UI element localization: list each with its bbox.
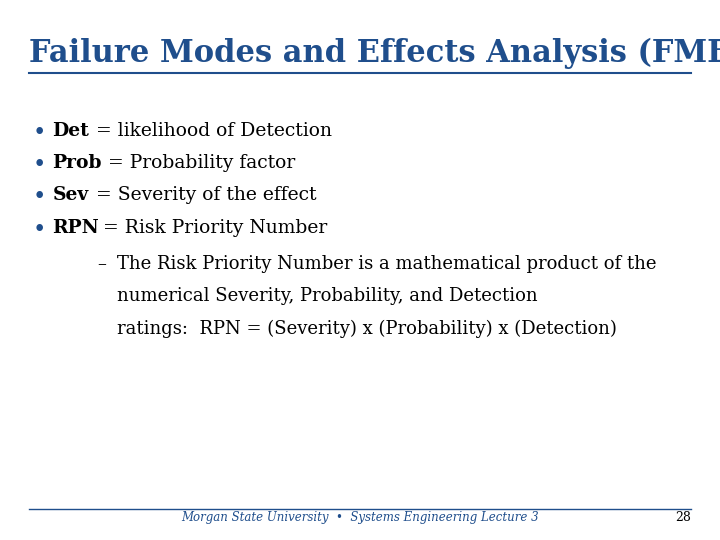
Text: •: • xyxy=(32,122,46,144)
Text: Failure Modes and Effects Analysis (FMEA): Failure Modes and Effects Analysis (FMEA… xyxy=(29,38,720,69)
Text: 28: 28 xyxy=(675,511,691,524)
Text: ratings:  RPN = (Severity) x (Probability) x (Detection): ratings: RPN = (Severity) x (Probability… xyxy=(117,320,616,338)
Text: = Probability factor: = Probability factor xyxy=(102,154,294,172)
Text: •: • xyxy=(32,186,46,208)
Text: Morgan State University  •  Systems Engineering Lecture 3: Morgan State University • Systems Engine… xyxy=(181,511,539,524)
Text: = likelihood of Detection: = likelihood of Detection xyxy=(90,122,332,139)
Text: –: – xyxy=(97,255,106,273)
Text: RPN: RPN xyxy=(53,219,99,237)
Text: numerical Severity, Probability, and Detection: numerical Severity, Probability, and Det… xyxy=(117,287,537,305)
Text: = Risk Priority Number: = Risk Priority Number xyxy=(97,219,328,237)
Text: Det: Det xyxy=(53,122,89,139)
Text: = Severity of the effect: = Severity of the effect xyxy=(90,186,317,204)
Text: •: • xyxy=(32,219,46,241)
Text: •: • xyxy=(32,154,46,176)
Text: Sev: Sev xyxy=(53,186,89,204)
Text: The Risk Priority Number is a mathematical product of the: The Risk Priority Number is a mathematic… xyxy=(117,255,656,273)
Text: Prob: Prob xyxy=(53,154,102,172)
